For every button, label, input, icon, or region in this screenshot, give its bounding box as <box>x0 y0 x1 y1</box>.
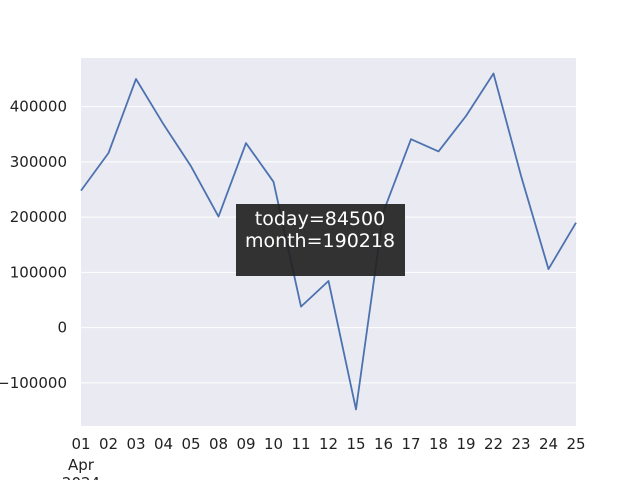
x-tick-label: 18 <box>429 435 448 453</box>
y-tick-label: 400000 <box>10 98 67 116</box>
x-tick-label: 12 <box>319 435 338 453</box>
tooltip-today: today=84500 <box>255 208 385 230</box>
x-tick-label: 25 <box>566 435 585 453</box>
x-tick-sublabel: Apr <box>68 456 95 474</box>
x-tick-label: 05 <box>181 435 200 453</box>
x-axis-tick-labels: 01 02 03 04 05 08 09 10 11 12 15 16 17 18 19 22 23 24 25 Ap… <box>62 435 586 480</box>
series-line <box>80 72 577 411</box>
x-tick-label: 11 <box>291 435 310 453</box>
y-tick-label: 300000 <box>10 153 67 171</box>
x-tick-label: 01 <box>71 435 90 453</box>
y-tick-label: 200000 <box>10 208 67 226</box>
x-tick-label: 02 <box>99 435 118 453</box>
y-tick-label: 100000 <box>10 263 67 281</box>
x-tick-label: 19 <box>456 435 475 453</box>
x-tick-label: 04 <box>154 435 173 453</box>
x-tick-label: 24 <box>539 435 558 453</box>
y-axis-tick-labels: −100000 0 100000 200000 300000 400000 <box>0 98 67 392</box>
tooltip-month: month=190218 <box>245 230 395 252</box>
hover-tooltip: today=84500 month=190218 <box>236 204 405 276</box>
x-tick-label: 03 <box>126 435 145 453</box>
x-tick-label: 23 <box>511 435 530 453</box>
x-tick-label: 17 <box>401 435 420 453</box>
x-tick-label: 10 <box>264 435 283 453</box>
x-tick-label: 16 <box>374 435 393 453</box>
y-tick-label: −100000 <box>0 374 67 392</box>
x-tick-sublabel: 2024 <box>62 474 100 480</box>
x-tick-label: 09 <box>236 435 255 453</box>
y-tick-label: 0 <box>57 319 67 337</box>
tooltip-box <box>236 204 405 276</box>
x-tick-label: 08 <box>209 435 228 453</box>
x-tick-label: 15 <box>346 435 365 453</box>
x-tick-label: 22 <box>484 435 503 453</box>
